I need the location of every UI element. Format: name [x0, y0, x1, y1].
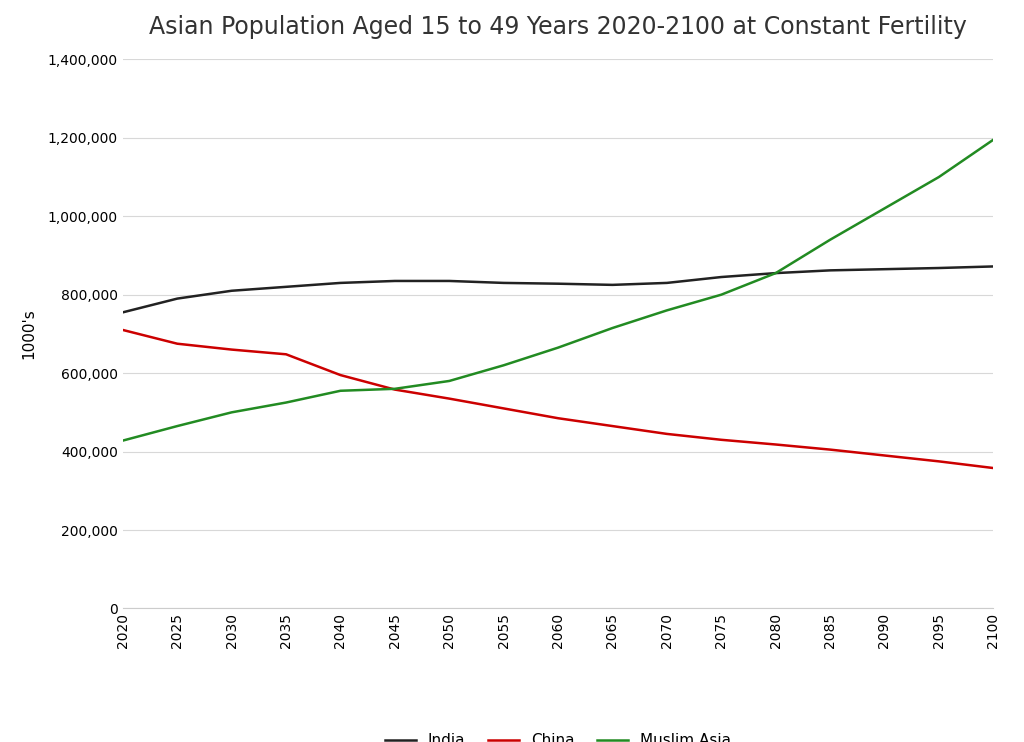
- China: [879, 451, 891, 460]
- Muslim Asia: [225, 408, 238, 417]
- Muslim Asia: [715, 290, 727, 299]
- China: [498, 404, 510, 413]
- China: [117, 326, 129, 335]
- India: [715, 272, 727, 281]
- Title: Asian Population Aged 15 to 49 Years 2020-2100 at Constant Fertility: Asian Population Aged 15 to 49 Years 202…: [150, 16, 967, 39]
- India: [552, 279, 564, 288]
- Muslim Asia: [171, 421, 183, 430]
- India: [117, 308, 129, 317]
- China: [225, 345, 238, 354]
- Muslim Asia: [933, 173, 945, 182]
- China: [280, 349, 292, 358]
- Muslim Asia: [443, 376, 456, 385]
- Legend: India, China, Muslim Asia: India, China, Muslim Asia: [379, 727, 737, 742]
- China: [770, 440, 782, 449]
- India: [443, 277, 456, 286]
- Muslim Asia: [879, 204, 891, 213]
- China: [335, 371, 347, 380]
- Muslim Asia: [552, 343, 564, 352]
- India: [389, 277, 401, 286]
- India: [933, 263, 945, 272]
- Y-axis label: 1000's: 1000's: [22, 309, 37, 359]
- Muslim Asia: [280, 398, 292, 407]
- India: [987, 262, 999, 271]
- China: [987, 464, 999, 473]
- Muslim Asia: [824, 235, 837, 244]
- India: [280, 283, 292, 292]
- Muslim Asia: [987, 135, 999, 144]
- India: [335, 278, 347, 287]
- China: [660, 430, 673, 439]
- Muslim Asia: [389, 384, 401, 393]
- Muslim Asia: [498, 361, 510, 370]
- China: [389, 385, 401, 394]
- China: [443, 394, 456, 403]
- China: [824, 445, 837, 454]
- India: [606, 280, 618, 289]
- Line: India: India: [123, 266, 993, 312]
- Muslim Asia: [335, 387, 347, 395]
- Muslim Asia: [606, 324, 618, 332]
- China: [715, 436, 727, 444]
- India: [879, 265, 891, 274]
- Muslim Asia: [770, 269, 782, 278]
- Muslim Asia: [660, 306, 673, 315]
- India: [824, 266, 837, 275]
- India: [770, 269, 782, 278]
- Muslim Asia: [117, 436, 129, 445]
- India: [498, 278, 510, 287]
- China: [933, 457, 945, 466]
- China: [171, 339, 183, 348]
- Line: China: China: [123, 330, 993, 468]
- China: [606, 421, 618, 430]
- China: [552, 414, 564, 423]
- India: [171, 294, 183, 303]
- Line: Muslim Asia: Muslim Asia: [123, 139, 993, 441]
- India: [660, 278, 673, 287]
- India: [225, 286, 238, 295]
